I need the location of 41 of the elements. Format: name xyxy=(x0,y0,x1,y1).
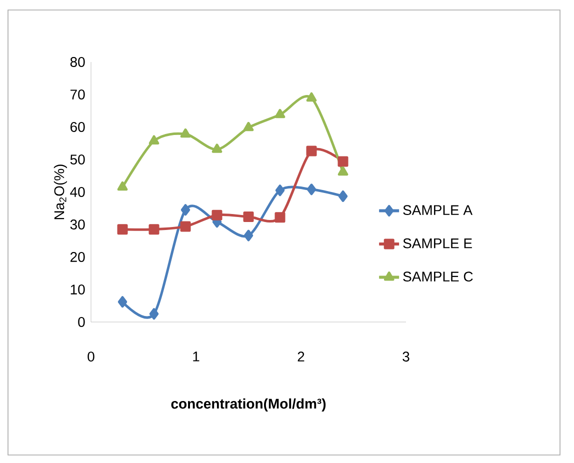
legend-label: SAMPLE C xyxy=(403,272,473,282)
y-tick-label: 0 xyxy=(78,317,85,327)
point xyxy=(212,210,222,220)
y-tick-label: 80 xyxy=(70,57,85,67)
point xyxy=(306,146,317,156)
legend-label: SAMPLE A xyxy=(403,205,473,216)
y-axis-title: Na$_{2}$O(%) xyxy=(54,164,67,220)
point xyxy=(148,135,160,144)
point xyxy=(275,184,285,196)
x-tick-label: 2 xyxy=(298,352,304,362)
y-tick-label: 10 xyxy=(70,284,85,294)
x-axis-title: concentration(Mol/dm³) xyxy=(171,398,326,412)
x-tick-label: 3 xyxy=(402,352,410,362)
point xyxy=(180,128,191,138)
point xyxy=(338,190,348,202)
x-tick-label: 1 xyxy=(193,352,200,362)
point xyxy=(274,212,286,223)
x-tick-label: 0 xyxy=(88,352,94,362)
point xyxy=(212,144,222,153)
y-tick-label: 40 xyxy=(70,187,85,197)
point xyxy=(117,181,128,191)
y-tick-label: 70 xyxy=(70,90,85,100)
point xyxy=(338,156,348,167)
point xyxy=(306,184,316,196)
point xyxy=(274,108,286,118)
point xyxy=(243,122,254,132)
y-tick-label: 30 xyxy=(70,220,85,230)
y-tick-label: 20 xyxy=(70,252,85,262)
point xyxy=(180,221,191,232)
point xyxy=(117,224,128,235)
y-tick-label: 50 xyxy=(70,154,85,164)
point xyxy=(149,308,159,320)
point xyxy=(118,296,128,308)
y-tick-label: 60 xyxy=(70,122,85,132)
point xyxy=(244,230,254,242)
point xyxy=(306,92,317,102)
point xyxy=(148,224,160,235)
point xyxy=(243,211,254,222)
point xyxy=(338,166,348,176)
point xyxy=(180,204,190,216)
legend-label: SAMPLE E xyxy=(403,238,472,248)
